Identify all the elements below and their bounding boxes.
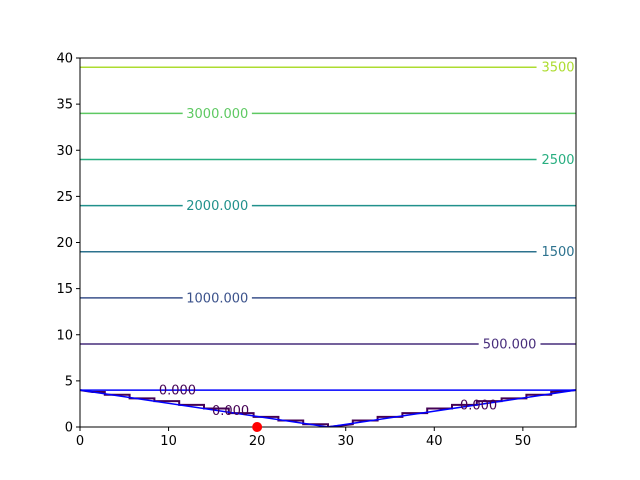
x-tick-label: 30 [337, 434, 354, 449]
plot-area: 500.000 1000.000 1500. 2000.000 2500. 3000.00… [80, 61, 578, 427]
y-tick-label: 25 [56, 190, 73, 205]
y-tick-label: 40 [56, 52, 73, 67]
y-tick-label: 10 [56, 328, 73, 343]
x-tick-label: 20 [249, 434, 266, 449]
contour-label-2500: 2500. [541, 153, 578, 168]
contour-label-500: 500.000 [483, 337, 537, 352]
y-tick-label: 35 [56, 98, 73, 113]
contour-label-1000: 1000.000 [186, 291, 248, 306]
boundary-line-1 [80, 389, 576, 427]
y-tick-label: 30 [56, 144, 73, 159]
contour-label-0: 0.000 [159, 384, 196, 399]
x-tick-label: 50 [515, 434, 532, 449]
x-tick-label: 10 [160, 434, 177, 449]
zero-contour-line [80, 389, 576, 427]
y-tick-label: 15 [56, 282, 73, 297]
contour-label-1500: 1500. [541, 245, 578, 260]
axis-ticks: 0 10 20 30 40 50 0 5 10 15 20 25 30 35 40 [56, 52, 531, 450]
contour-label-0: 0.000 [212, 404, 249, 419]
x-tick-label: 40 [426, 434, 443, 449]
x-tick-label: 0 [76, 434, 84, 449]
data-point [252, 422, 263, 432]
y-tick-label: 5 [65, 374, 73, 389]
y-tick-label: 20 [56, 236, 73, 251]
y-tick-label: 0 [65, 421, 73, 436]
contour-label-3000: 3000.000 [186, 107, 248, 122]
contour-label-2000: 2000.000 [186, 199, 248, 214]
contour-label-0: 0.000 [460, 398, 497, 413]
contour-label-3500: 3500. [541, 61, 578, 76]
